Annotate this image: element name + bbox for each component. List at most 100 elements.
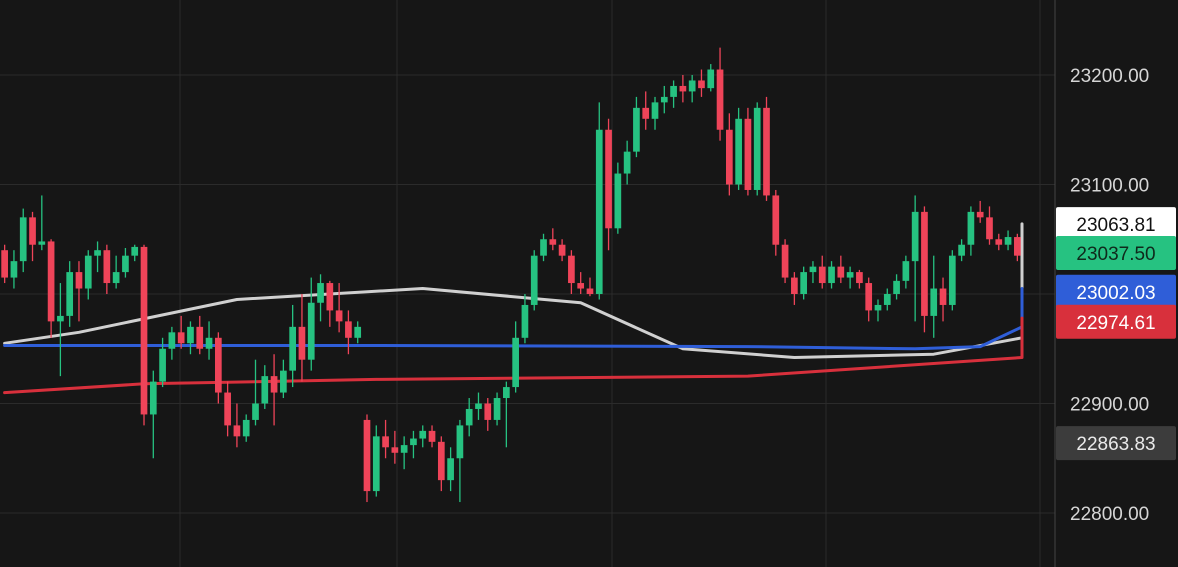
candle[interactable]: [280, 359, 287, 399]
candle[interactable]: [84, 250, 92, 300]
candle[interactable]: [382, 419, 389, 459]
candle[interactable]: [214, 332, 222, 404]
candle[interactable]: [47, 239, 55, 338]
candle[interactable]: [883, 288, 891, 311]
candle[interactable]: [753, 102, 761, 196]
candle[interactable]: [791, 272, 798, 305]
candle[interactable]: [261, 365, 269, 409]
candle[interactable]: [800, 266, 808, 300]
candle[interactable]: [484, 398, 492, 431]
candle[interactable]: [10, 250, 18, 289]
candle[interactable]: [140, 244, 148, 426]
candle[interactable]: [75, 261, 83, 322]
candle[interactable]: [911, 195, 919, 322]
candle[interactable]: [688, 75, 696, 103]
candle[interactable]: [986, 206, 993, 245]
candle[interactable]: [168, 326, 176, 360]
candle[interactable]: [633, 96, 640, 158]
candle[interactable]: [270, 354, 278, 426]
candle[interactable]: [828, 261, 835, 289]
candle[interactable]: [930, 255, 938, 338]
candle[interactable]: [1014, 233, 1021, 262]
candle[interactable]: [595, 102, 603, 300]
candle[interactable]: [29, 211, 36, 262]
candle[interactable]: [558, 239, 566, 262]
candle[interactable]: [456, 419, 464, 503]
candle[interactable]: [149, 370, 157, 459]
candle[interactable]: [939, 277, 947, 322]
candle[interactable]: [948, 250, 956, 311]
candle[interactable]: [94, 241, 101, 273]
candle[interactable]: [902, 255, 910, 289]
candle[interactable]: [614, 162, 622, 234]
candle[interactable]: [103, 244, 111, 294]
candle[interactable]: [372, 425, 380, 497]
candle[interactable]: [530, 250, 538, 311]
candle[interactable]: [921, 206, 928, 333]
candle[interactable]: [252, 359, 259, 426]
candle[interactable]: [623, 140, 631, 185]
candle[interactable]: [856, 269, 863, 289]
candle[interactable]: [735, 107, 742, 190]
candle[interactable]: [540, 233, 547, 262]
candle[interactable]: [549, 228, 557, 251]
candle[interactable]: [465, 398, 473, 437]
candle[interactable]: [837, 255, 845, 284]
candle[interactable]: [521, 294, 529, 344]
candle[interactable]: [874, 299, 882, 322]
candle[interactable]: [1, 244, 8, 284]
candle[interactable]: [642, 91, 650, 130]
candle[interactable]: [187, 321, 194, 355]
candle[interactable]: [307, 277, 315, 371]
candle[interactable]: [1004, 230, 1012, 251]
candle[interactable]: [781, 239, 789, 284]
candle[interactable]: [651, 96, 659, 130]
candle[interactable]: [428, 425, 436, 448]
candle[interactable]: [586, 277, 594, 297]
candle[interactable]: [233, 403, 241, 448]
candle[interactable]: [744, 107, 752, 196]
candle[interactable]: [326, 280, 334, 327]
candle[interactable]: [995, 233, 1003, 251]
candle[interactable]: [512, 321, 519, 393]
candle[interactable]: [159, 337, 166, 388]
candle[interactable]: [196, 315, 204, 355]
candle[interactable]: [725, 113, 733, 196]
candle[interactable]: [122, 248, 129, 278]
candle[interactable]: [66, 261, 74, 327]
candle[interactable]: [679, 75, 687, 103]
candle[interactable]: [958, 239, 965, 262]
candle[interactable]: [976, 200, 984, 223]
candle[interactable]: [967, 206, 975, 256]
candle[interactable]: [577, 272, 585, 294]
candle[interactable]: [437, 436, 445, 492]
candle[interactable]: [112, 255, 120, 289]
candle[interactable]: [131, 244, 139, 262]
candle[interactable]: [846, 266, 854, 289]
candle[interactable]: [670, 80, 677, 108]
candle[interactable]: [57, 283, 64, 377]
candle[interactable]: [289, 304, 297, 388]
candle[interactable]: [19, 208, 27, 273]
candle[interactable]: [893, 274, 900, 300]
candle[interactable]: [475, 392, 482, 420]
candle[interactable]: [865, 277, 873, 322]
candle[interactable]: [317, 274, 324, 322]
candle[interactable]: [345, 310, 352, 355]
candle[interactable]: [716, 47, 724, 141]
candle[interactable]: [391, 430, 399, 464]
candles[interactable]: [1, 47, 1021, 503]
candle[interactable]: [419, 425, 427, 448]
candle[interactable]: [568, 250, 575, 294]
candle[interactable]: [763, 96, 770, 201]
candle[interactable]: [447, 447, 454, 492]
candle[interactable]: [363, 414, 371, 503]
candle[interactable]: [335, 283, 343, 333]
candle[interactable]: [410, 430, 417, 459]
candle[interactable]: [707, 64, 715, 92]
candle[interactable]: [354, 321, 362, 344]
candle[interactable]: [493, 392, 501, 426]
candle[interactable]: [298, 294, 306, 382]
